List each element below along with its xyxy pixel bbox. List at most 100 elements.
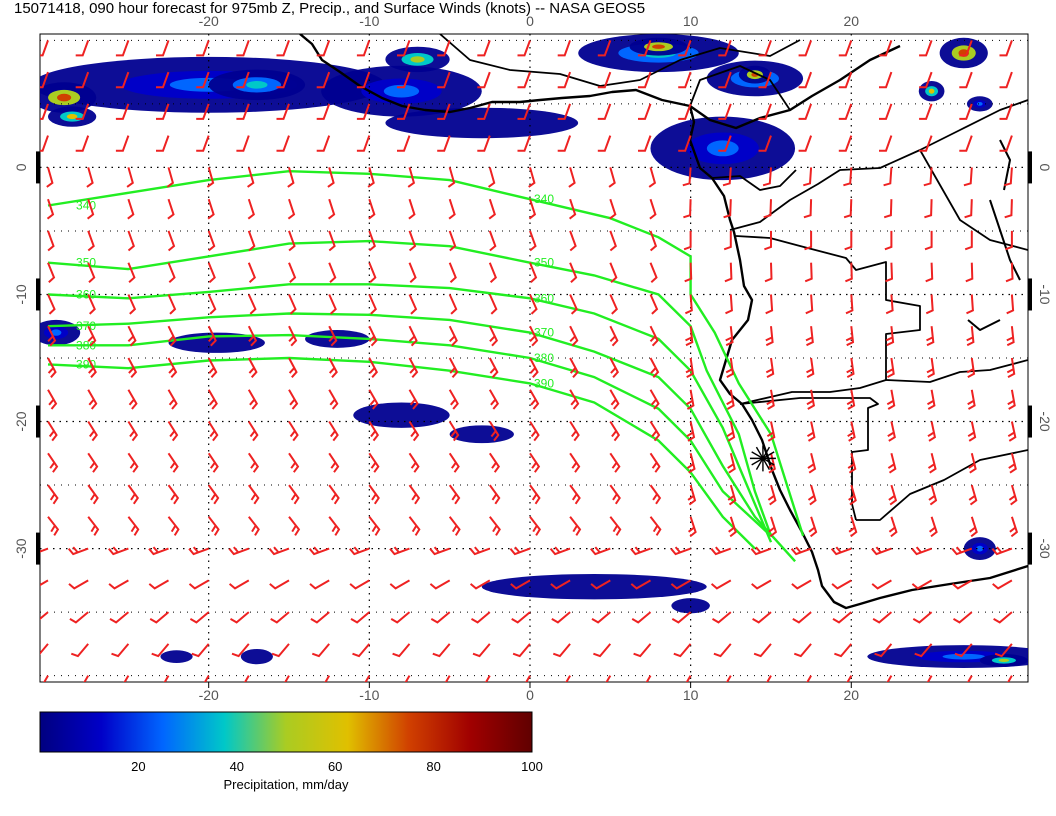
wind-barb: [569, 484, 581, 505]
wind-barb: [727, 484, 737, 506]
wind-barb: [389, 546, 410, 556]
wind-barb: [207, 294, 217, 315]
wind-barb: [47, 420, 58, 442]
congo-river: [729, 99, 1028, 231]
wind-barb: [871, 579, 892, 590]
wind-barb: [368, 294, 377, 315]
wind-barb: [368, 452, 380, 473]
wind-barb: [207, 262, 216, 283]
wind-barb: [310, 611, 330, 624]
wind-barb: [148, 546, 169, 556]
wind-barb: [798, 40, 813, 57]
wind-barb: [649, 325, 659, 347]
wind-barb: [247, 198, 255, 220]
wind-barb: [207, 516, 220, 536]
wind-barb: [765, 294, 774, 315]
map-title: 15071418, 090 hour forecast for 975mb Z,…: [14, 0, 645, 17]
wind-barb: [724, 262, 733, 283]
wind-barb: [469, 546, 491, 556]
wind-barb: [569, 452, 581, 473]
wind-barb: [649, 357, 660, 378]
wind-barb: [236, 40, 250, 57]
wind-barb: [951, 579, 973, 590]
wind-barb: [726, 389, 735, 410]
wind-barb: [844, 230, 853, 251]
contour-label: 370: [76, 319, 96, 333]
wind-barb: [288, 452, 300, 473]
wind-barb: [368, 198, 376, 220]
wind-barb: [728, 516, 737, 538]
wind-barb: [127, 198, 135, 220]
wind-barb: [569, 516, 582, 536]
wind-barb: [488, 452, 501, 473]
wind-barb: [328, 484, 340, 505]
wind-barb: [925, 294, 934, 315]
wind-barb: [108, 546, 129, 556]
wind-barb: [288, 420, 299, 442]
wind-barb: [959, 135, 973, 152]
wind-barb: [243, 675, 250, 682]
wind-barb: [609, 420, 621, 442]
wind-barb: [711, 611, 732, 624]
wind-barb: [1006, 326, 1015, 347]
lat-lon-grid: [40, 34, 1028, 682]
wind-barb: [156, 135, 170, 152]
wind-barb: [723, 199, 732, 219]
wind-barb: [437, 103, 451, 120]
wind-barb: [349, 579, 370, 590]
wind-barb: [758, 103, 772, 120]
wind-barb: [87, 420, 98, 442]
wind-barb: [807, 484, 817, 506]
wind-barb: [327, 198, 336, 220]
wind-barb: [885, 262, 894, 283]
wind-barb: [247, 230, 256, 252]
wind-barb: [115, 40, 130, 57]
wind-barb: [75, 103, 90, 120]
wind-barb: [993, 611, 1013, 624]
wind-barb: [846, 357, 855, 378]
wind-barb: [47, 389, 58, 410]
precipitation-layer: [40, 34, 1028, 669]
wind-barb: [806, 357, 815, 378]
lat-tick-bar: [36, 278, 40, 311]
wind-barb: [408, 484, 421, 505]
contour-label: 390: [76, 357, 96, 371]
wind-barb: [352, 643, 371, 658]
wind-barb: [529, 484, 541, 505]
wind-barb: [923, 167, 933, 187]
wind-barb: [408, 325, 418, 347]
wind-barb: [448, 484, 461, 505]
wind-barb: [248, 516, 260, 536]
wind-barb: [40, 40, 49, 57]
wind-barb: [609, 484, 621, 505]
wind-barb: [207, 389, 218, 410]
wind-barb: [550, 579, 571, 590]
wind-barb: [552, 643, 571, 658]
wind-barb: [687, 484, 697, 506]
wind-barb: [47, 452, 59, 473]
precip-cell-peak: [66, 114, 78, 120]
wind-barb: [999, 135, 1013, 152]
lon-tick-label-top: 0: [526, 13, 534, 29]
wind-barb: [992, 579, 1013, 590]
wind-barb: [879, 40, 893, 57]
wind-barb: [368, 420, 380, 442]
wind-barb: [206, 167, 215, 188]
wind-barb: [830, 546, 852, 556]
wind-barb: [70, 643, 89, 658]
contour-label: 340: [534, 192, 554, 206]
wind-barb: [790, 546, 812, 556]
wind-barb: [569, 230, 577, 252]
wind-barb: [87, 516, 100, 536]
wind-barb: [926, 326, 935, 347]
wind-barb: [189, 611, 210, 624]
wind-barb: [448, 452, 460, 473]
wind-barb: [397, 40, 411, 57]
wind-barb: [188, 546, 210, 556]
wind-barb: [349, 546, 370, 556]
wind-barb: [167, 516, 180, 536]
lon-tick-label-bottom: 10: [683, 687, 699, 703]
wind-barb: [1006, 294, 1015, 315]
wind-barb: [432, 643, 451, 658]
